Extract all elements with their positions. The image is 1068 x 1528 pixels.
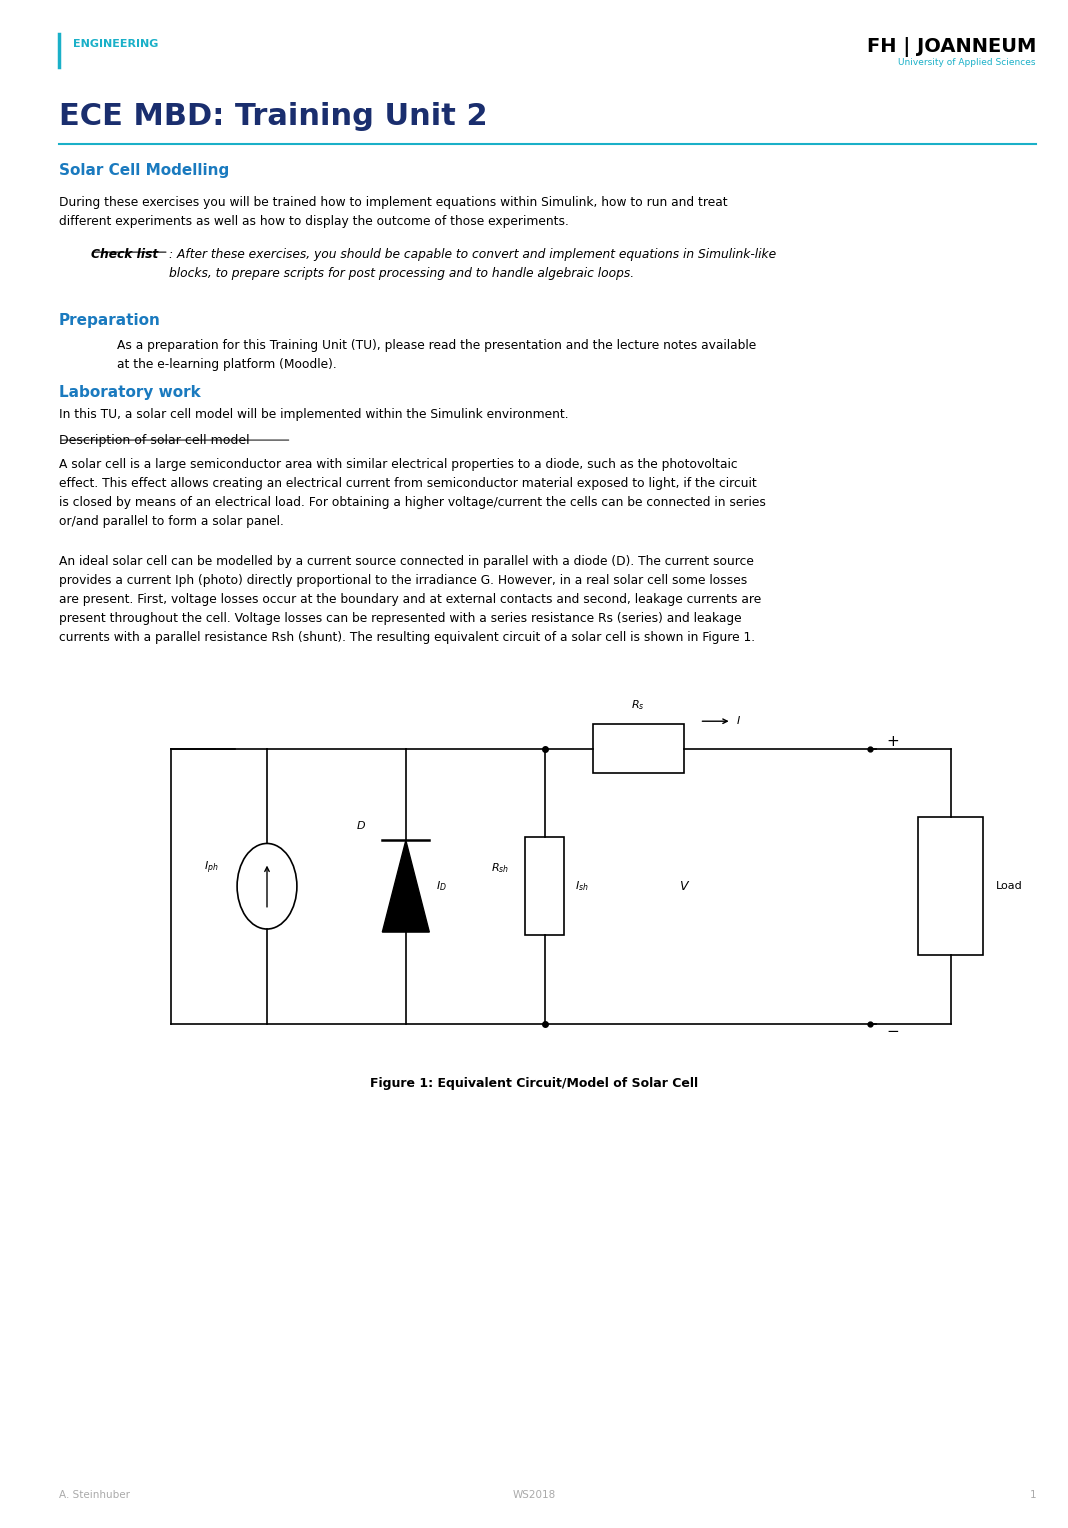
Text: $R_s$: $R_s$ (631, 698, 645, 712)
Text: A. Steinhuber: A. Steinhuber (59, 1490, 129, 1500)
Polygon shape (382, 840, 429, 932)
Text: University of Applied Sciences: University of Applied Sciences (898, 58, 1036, 67)
Text: Preparation: Preparation (59, 313, 160, 329)
Text: $R_{sh}$: $R_{sh}$ (490, 860, 509, 876)
Text: Solar Cell Modelling: Solar Cell Modelling (59, 163, 229, 179)
Text: V: V (679, 880, 688, 892)
Text: $I_D$: $I_D$ (436, 879, 446, 894)
Text: An ideal solar cell can be modelled by a current source connected in parallel wi: An ideal solar cell can be modelled by a… (59, 555, 761, 643)
Text: −: − (886, 1024, 899, 1039)
Text: Check list: Check list (91, 248, 158, 261)
Text: As a preparation for this Training Unit (TU), please read the presentation and t: As a preparation for this Training Unit … (117, 339, 757, 371)
Text: I: I (737, 717, 740, 726)
Text: $I_{sh}$: $I_{sh}$ (575, 879, 588, 894)
Text: Laboratory work: Laboratory work (59, 385, 201, 400)
Text: ENGINEERING: ENGINEERING (73, 38, 158, 49)
Text: : After these exercises, you should be capable to convert and implement equation: : After these exercises, you should be c… (169, 248, 775, 280)
Bar (918, 817, 983, 955)
Text: D: D (357, 821, 365, 831)
Text: $I_{ph}$: $I_{ph}$ (204, 860, 219, 876)
Text: Description of solar cell model: Description of solar cell model (59, 434, 249, 448)
Bar (525, 837, 564, 935)
Text: +: + (886, 733, 899, 749)
Text: Figure 1: Equivalent Circuit/Model of Solar Cell: Figure 1: Equivalent Circuit/Model of So… (370, 1077, 698, 1091)
Text: WS2018: WS2018 (513, 1490, 555, 1500)
Text: In this TU, a solar cell model will be implemented within the Simulink environme: In this TU, a solar cell model will be i… (59, 408, 568, 422)
Text: ECE MBD: Training Unit 2: ECE MBD: Training Unit 2 (59, 102, 487, 131)
Text: A solar cell is a large semiconductor area with similar electrical properties to: A solar cell is a large semiconductor ar… (59, 458, 766, 529)
Text: Load: Load (995, 882, 1022, 891)
Text: 1: 1 (1030, 1490, 1036, 1500)
Text: FH | JOANNEUM: FH | JOANNEUM (866, 37, 1036, 57)
Bar (593, 724, 684, 773)
Text: During these exercises you will be trained how to implement equations within Sim: During these exercises you will be train… (59, 196, 727, 228)
